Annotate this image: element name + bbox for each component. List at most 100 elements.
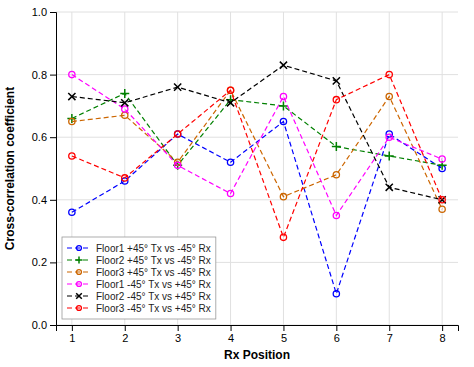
data-point	[332, 142, 341, 151]
data-point	[280, 62, 287, 69]
series-line	[72, 65, 442, 200]
x-grid-line	[230, 12, 231, 325]
x-tick-mark	[125, 325, 126, 331]
x-tick-label: 1	[69, 332, 75, 344]
series-line	[72, 122, 442, 294]
x-axis-title: Rx Position	[224, 348, 290, 362]
y-tick-mark	[50, 75, 56, 76]
x-tick-label: 7	[387, 332, 393, 344]
data-point	[280, 194, 286, 200]
x-tick-mark	[231, 325, 232, 331]
x-tick: 2	[122, 325, 128, 344]
legend-item: Floor3 -45° Tx vs +45° Rx	[67, 303, 211, 314]
plot-area: 1 2 3 4 5 6 7 8 0.0 0.2 0.4 0.6 0.8 1.0 Floor1 +45° Tx…	[32, 6, 459, 344]
chart-svg: 1 2 3 4 5 6 7 8 0.0 0.2 0.4 0.6 0.8 1.0 Floor1 +45° Tx…	[0, 0, 474, 367]
y-tick-mark	[50, 262, 56, 263]
x-tick-mark	[283, 325, 284, 331]
legend-label: Floor2 +45° Tx vs -45° Rx	[96, 255, 211, 266]
x-tick: 1	[69, 325, 75, 344]
y-grid-line	[56, 199, 458, 200]
legend-marker	[76, 257, 83, 264]
data-point	[386, 184, 393, 191]
y-axis-line	[50, 13, 57, 326]
data-point	[175, 131, 181, 137]
x-tick: 5	[281, 325, 287, 344]
x-tick-label: 5	[281, 332, 287, 344]
y-tick-label: 0.2	[32, 256, 47, 268]
legend-item: Floor2 -45° Tx vs +45° Rx	[67, 291, 211, 302]
y-axis-title: Cross-correlation coefficient	[3, 87, 17, 250]
x-tick-label: 4	[228, 332, 234, 344]
x-grid-line	[336, 12, 337, 325]
x-tick-mark	[72, 325, 73, 331]
data-point	[439, 197, 445, 203]
y-grid-line	[56, 74, 458, 75]
data-point	[121, 99, 128, 106]
y-tick: 0.2	[32, 256, 56, 268]
legend-item: Floor2 +45° Tx vs -45° Rx	[67, 255, 211, 266]
data-point	[174, 84, 181, 91]
y-tick: 0.8	[32, 69, 56, 81]
data-point	[279, 101, 288, 110]
data-point	[69, 153, 75, 159]
legend-swatch	[67, 247, 91, 248]
x-tick-mark	[442, 325, 443, 331]
legend-marker	[77, 306, 82, 311]
series	[69, 118, 446, 296]
data-point	[227, 190, 233, 196]
y-tick-label: 0.4	[32, 194, 47, 206]
legend-item: Floor1 -45° Tx vs +45° Rx	[67, 279, 211, 290]
y-tick: 0.0	[32, 319, 56, 331]
data-point	[333, 172, 339, 178]
x-tick: 8	[440, 325, 446, 344]
legend-item: Floor3 +45° Tx vs -45° Rx	[67, 267, 211, 278]
data-point	[227, 159, 233, 165]
x-axis: 1 2 3 4 5 6 7 8	[57, 325, 459, 344]
y-tick-mark	[50, 325, 56, 326]
y-tick-label: 0.0	[32, 319, 47, 331]
y-tick: 1.0	[32, 6, 56, 18]
series	[67, 89, 446, 170]
y-tick: 0.4	[32, 194, 56, 206]
x-tick-mark	[389, 325, 390, 331]
data-point	[227, 87, 233, 93]
x-tick: 7	[387, 325, 393, 344]
legend-swatch	[67, 307, 91, 308]
data-point	[333, 77, 340, 84]
data-point	[175, 162, 181, 168]
y-axis: 0.0 0.2 0.4 0.6 0.8 1.0	[32, 6, 57, 331]
legend-marker	[77, 282, 82, 287]
chart-container: 1 2 3 4 5 6 7 8 0.0 0.2 0.4 0.6 0.8 1.0 Floor1 +45° Tx…	[0, 0, 474, 367]
x-tick: 3	[175, 325, 181, 344]
data-point	[68, 93, 75, 100]
data-point	[227, 99, 234, 106]
series-line	[72, 75, 442, 216]
legend-label: Floor2 -45° Tx vs +45° Rx	[96, 291, 211, 302]
y-tick: 0.6	[32, 131, 56, 143]
x-grid-line	[389, 12, 390, 325]
y-grid-line	[56, 137, 458, 138]
legend-swatch	[67, 271, 91, 272]
y-tick-label: 1.0	[32, 6, 47, 18]
x-axis-line	[57, 326, 459, 332]
data-point	[439, 156, 445, 162]
x-tick-label: 6	[334, 332, 340, 344]
legend-marker	[77, 270, 82, 275]
legend-label: Floor1 -45° Tx vs +45° Rx	[96, 279, 211, 290]
grid	[56, 12, 458, 325]
series-line	[72, 93, 442, 165]
data-point	[280, 234, 286, 240]
data-point	[122, 175, 128, 181]
data-point	[122, 106, 128, 112]
legend-marker	[76, 293, 82, 299]
y-tick-label: 0.8	[32, 69, 47, 81]
y-tick-label: 0.6	[32, 131, 47, 143]
legend: Floor1 +45° Tx vs -45° RxFloor2 +45° Tx …	[62, 237, 216, 319]
legend-marker	[77, 246, 82, 251]
data-point	[280, 118, 286, 124]
legend-swatch	[67, 283, 91, 284]
data-point	[69, 71, 75, 77]
x-tick-mark	[336, 325, 337, 331]
data-layer	[67, 62, 446, 297]
x-tick-label: 2	[122, 332, 128, 344]
